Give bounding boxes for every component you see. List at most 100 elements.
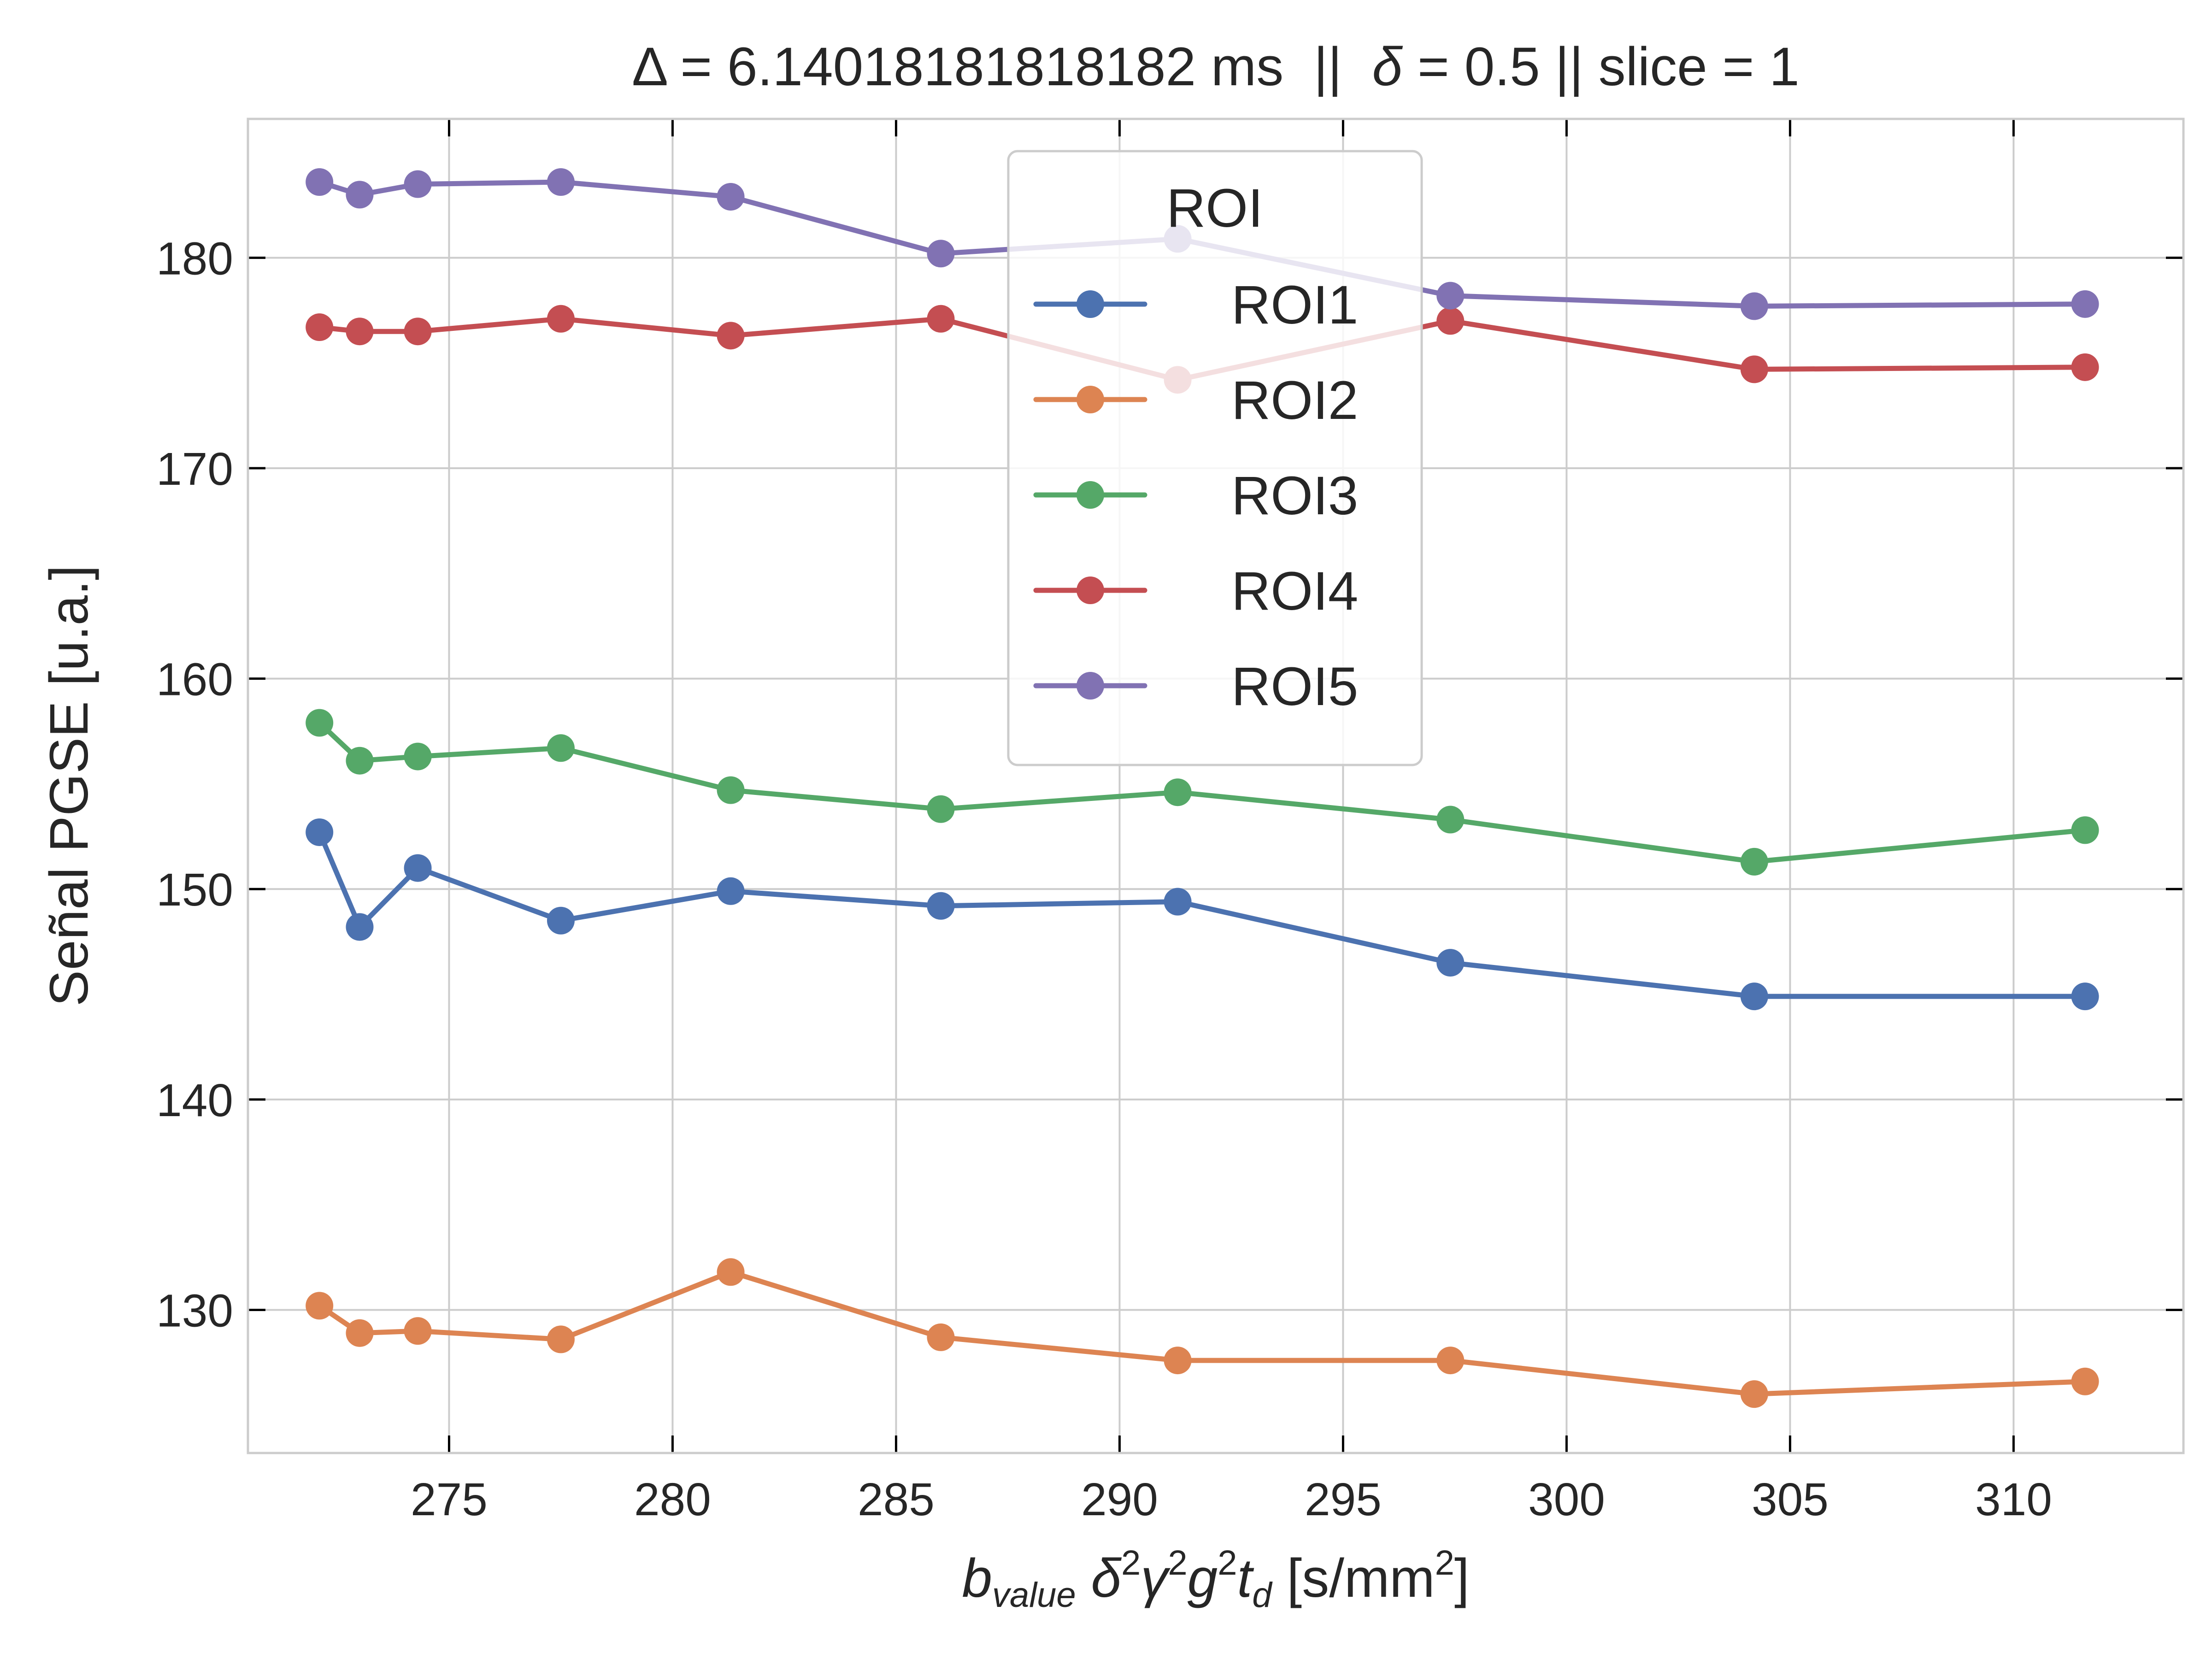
xlabel-g: g bbox=[1188, 1548, 1218, 1609]
y-tick-label: 180 bbox=[156, 233, 233, 284]
series-line bbox=[317, 316, 2088, 382]
legend-marker bbox=[1077, 577, 1104, 604]
title-delta-symbol: Δ bbox=[632, 36, 667, 97]
data-point bbox=[717, 322, 745, 350]
data-point bbox=[1164, 888, 1192, 916]
x-tick-label: 280 bbox=[634, 1474, 711, 1525]
x-tick-label: 275 bbox=[411, 1474, 488, 1525]
y-tick-label: 170 bbox=[156, 443, 233, 495]
series-layer bbox=[306, 168, 2099, 1408]
legend-title: ROI bbox=[1166, 178, 1263, 239]
data-point bbox=[1164, 778, 1192, 806]
legend-entry: ROI1 bbox=[1033, 275, 1358, 335]
legend-entry: ROI3 bbox=[1033, 465, 1358, 526]
legend-marker bbox=[1077, 481, 1104, 509]
xlabel-sq-1: 2 bbox=[1121, 1543, 1141, 1583]
xlabel-sq-2: 2 bbox=[1168, 1543, 1187, 1583]
data-point bbox=[1436, 806, 1465, 834]
data-point bbox=[2071, 290, 2099, 318]
data-point bbox=[927, 892, 955, 920]
xlabel-unit-sq: 2 bbox=[1435, 1543, 1454, 1583]
data-point bbox=[2071, 816, 2099, 844]
x-tick-label: 310 bbox=[1975, 1474, 2052, 1525]
legend-label: ROI5 bbox=[1231, 656, 1358, 717]
data-point bbox=[927, 305, 955, 333]
data-point bbox=[927, 240, 955, 268]
legend-entry: ROI5 bbox=[1033, 656, 1358, 717]
data-point bbox=[547, 305, 575, 333]
xlabel-t: t bbox=[1237, 1548, 1254, 1609]
data-point bbox=[346, 913, 374, 941]
plot-frame bbox=[247, 118, 2185, 1454]
data-point bbox=[1740, 847, 1768, 876]
data-point bbox=[1740, 1380, 1768, 1408]
data-point bbox=[2071, 353, 2099, 381]
y-tick-label: 160 bbox=[156, 654, 233, 706]
data-point bbox=[346, 181, 374, 209]
series-line bbox=[317, 720, 2088, 865]
xlabel-t-sub: d bbox=[1252, 1576, 1273, 1615]
xlabel-b: b bbox=[962, 1548, 992, 1609]
x-tick-label: 305 bbox=[1752, 1474, 1829, 1525]
data-point bbox=[1740, 355, 1768, 383]
y-tick-label: 140 bbox=[156, 1075, 233, 1126]
data-point bbox=[404, 170, 432, 198]
series-line bbox=[317, 1269, 2088, 1397]
xlabel-gamma: γ bbox=[1141, 1548, 1171, 1609]
data-point bbox=[346, 318, 374, 346]
data-point bbox=[2071, 1367, 2099, 1395]
data-point bbox=[717, 182, 745, 211]
legend-label: ROI1 bbox=[1231, 275, 1358, 335]
data-point bbox=[1436, 1347, 1465, 1375]
legend-label: ROI3 bbox=[1231, 465, 1358, 526]
title-delta-text: = 6.14018181818182 ms || bbox=[665, 36, 1372, 97]
xlabel-unit-post: ] bbox=[1454, 1548, 1470, 1609]
data-point bbox=[346, 1319, 374, 1347]
data-point bbox=[1436, 307, 1465, 335]
data-point bbox=[306, 313, 334, 341]
data-point bbox=[717, 877, 745, 905]
data-point bbox=[404, 854, 432, 882]
data-point bbox=[404, 1317, 432, 1345]
x-tick-label: 290 bbox=[1081, 1474, 1158, 1525]
data-point bbox=[547, 168, 575, 196]
series-roi2 bbox=[306, 1258, 2099, 1408]
data-point bbox=[927, 795, 955, 823]
ticks: 275 280 285 290 295 300 305 310 130 140 150 160 170 1… bbox=[156, 119, 2183, 1525]
x-tick-label: 300 bbox=[1528, 1474, 1605, 1525]
data-point bbox=[547, 1325, 575, 1353]
legend-label: ROI4 bbox=[1231, 561, 1358, 622]
legend-box bbox=[1007, 150, 1423, 766]
legend-marker bbox=[1077, 290, 1104, 318]
series-roi3 bbox=[306, 709, 2099, 876]
data-point bbox=[1436, 282, 1465, 310]
legend-label: ROI2 bbox=[1231, 370, 1358, 431]
x-tick-label: 285 bbox=[858, 1474, 935, 1525]
xlabel-b-sub: value bbox=[992, 1576, 1076, 1615]
data-point bbox=[1436, 949, 1465, 977]
data-point bbox=[306, 818, 334, 846]
series-line bbox=[317, 179, 2088, 309]
data-point bbox=[404, 742, 432, 771]
data-point bbox=[346, 747, 374, 775]
data-point bbox=[547, 734, 575, 762]
x-axis-label: bvalue δ2γ2g2td [s/mm2] bbox=[962, 1543, 1469, 1615]
xlabel-unit-pre: [s/mm bbox=[1287, 1548, 1435, 1609]
data-point bbox=[306, 709, 334, 737]
title-smalldelta-symbol: δ bbox=[1372, 36, 1403, 97]
data-point bbox=[2071, 982, 2099, 1011]
series-roi1 bbox=[306, 818, 2099, 1011]
data-point bbox=[1740, 982, 1768, 1011]
data-point bbox=[717, 1258, 745, 1286]
xlabel-delta: δ bbox=[1091, 1548, 1122, 1609]
legend-entry: ROI2 bbox=[1033, 370, 1358, 431]
title-rest-text: = 0.5 || slice = 1 bbox=[1402, 36, 1800, 97]
data-point bbox=[306, 1292, 334, 1320]
y-tick-label: 130 bbox=[156, 1285, 233, 1336]
data-point bbox=[404, 318, 432, 346]
series-line bbox=[317, 830, 2088, 999]
legend-entry: ROI4 bbox=[1033, 561, 1358, 622]
chart-title: Δ = 6.14018181818182 ms || δ = 0.5 || sl… bbox=[632, 36, 1800, 97]
data-point bbox=[306, 168, 334, 196]
